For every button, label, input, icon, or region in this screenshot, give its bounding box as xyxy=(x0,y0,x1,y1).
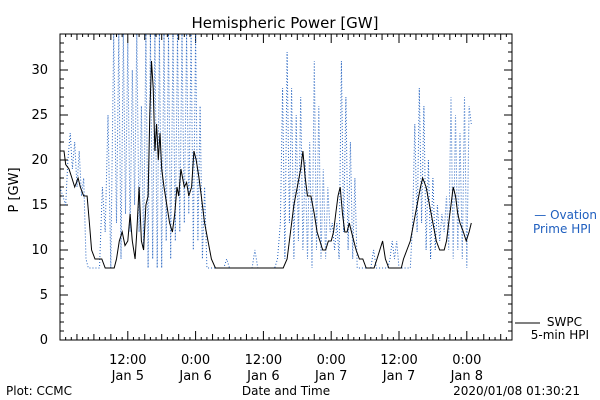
x-tick-date-label: Jan 7 xyxy=(382,369,415,384)
x-tick-date-label: Jan 7 xyxy=(314,369,347,384)
x-tick-time-label: 12:00 xyxy=(109,353,146,368)
x-tick-time-label: 0:00 xyxy=(317,353,346,368)
x-tick-date-label: Jan 6 xyxy=(246,369,279,384)
plot-frame xyxy=(59,33,513,341)
x-tick-time-label: 0:00 xyxy=(452,353,481,368)
plot-area xyxy=(59,33,472,269)
y-tick-label: 30 xyxy=(31,63,48,78)
y-tick-label: 20 xyxy=(31,153,48,168)
x-tick-date-label: Jan 5 xyxy=(111,369,144,384)
y-axis-label: P [GW] xyxy=(7,167,22,212)
footer-plot-credit: Plot: CCMC xyxy=(6,384,72,398)
x-tick-time-label: 0:00 xyxy=(181,353,210,368)
series-swpc-line xyxy=(60,60,472,269)
legend: — Ovation Prime HPI SWPC 5-min HPI xyxy=(515,208,597,342)
y-tick-label: 15 xyxy=(31,198,48,213)
footer-timestamp: 2020/01/08 01:30:21 xyxy=(453,384,580,398)
legend-ovation-line2: Prime HPI xyxy=(533,222,591,236)
legend-swpc-line1: SWPC xyxy=(547,315,582,329)
y-axis: 0 5 10 15 20 25 30 xyxy=(31,33,512,348)
x-tick-time-label: 12:00 xyxy=(245,353,282,368)
y-tick-label: 0 xyxy=(40,333,48,348)
x-tick-date-label: Jan 8 xyxy=(450,369,483,384)
y-tick-label: 10 xyxy=(31,243,48,258)
chart-title: Hemispheric Power [GW] xyxy=(192,14,379,32)
x-tick-time-label: 12:00 xyxy=(380,353,417,368)
y-tick-label: 25 xyxy=(31,108,48,123)
legend-ovation-line1: — Ovation xyxy=(534,208,597,222)
x-tick-date-label: Jan 6 xyxy=(178,369,211,384)
y-tick-label: 5 xyxy=(40,288,48,303)
x-axis-label: Date and Time xyxy=(242,384,330,398)
legend-swpc-line2: 5-min HPI xyxy=(531,328,589,342)
